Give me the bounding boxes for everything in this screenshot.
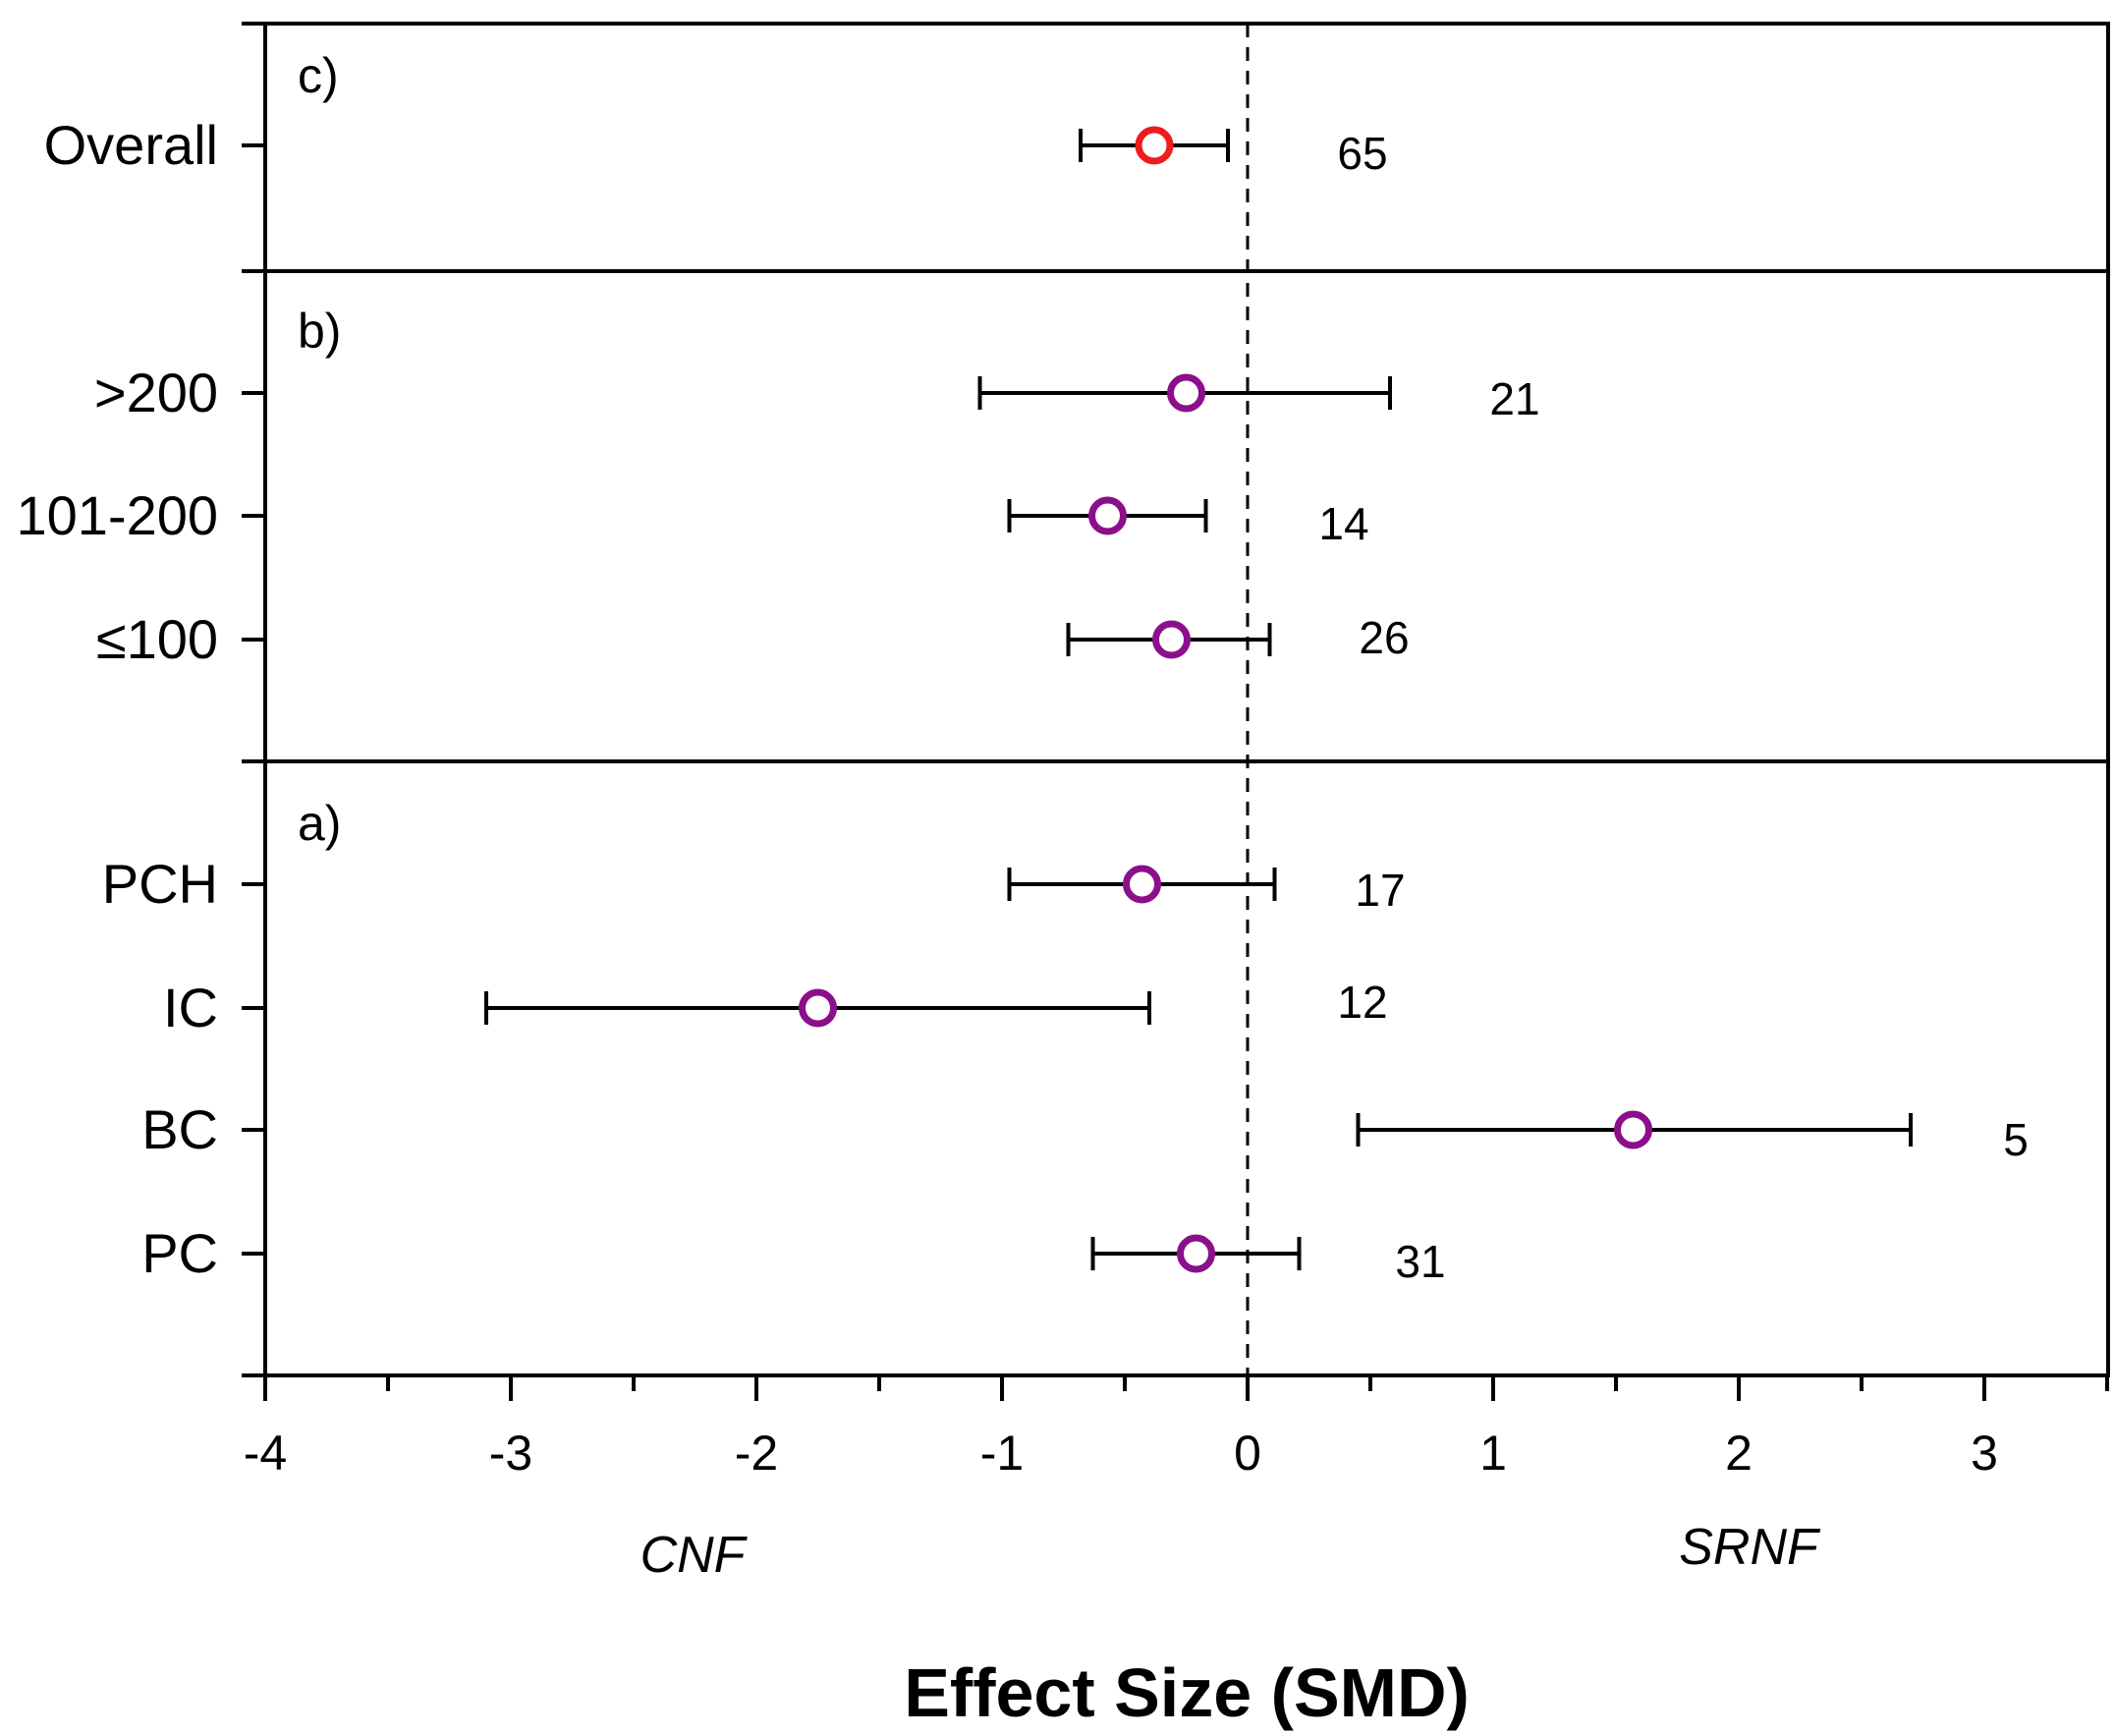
category-label: BC bbox=[141, 1098, 218, 1160]
sample-count-label: 26 bbox=[1359, 612, 1409, 663]
sample-count-label: 5 bbox=[2003, 1114, 2029, 1165]
panel-label-b: b) bbox=[298, 304, 341, 359]
point-estimate bbox=[799, 988, 837, 1028]
point-estimate bbox=[1123, 865, 1161, 904]
point-estimate bbox=[1167, 373, 1205, 413]
point-estimate bbox=[1152, 620, 1191, 659]
forest-rows: Overall 65 >200 21 101-200 14 ≤100 26 PCH 17 IC 12 B… bbox=[16, 114, 2028, 1287]
plot-frame bbox=[263, 22, 2110, 1377]
y-axis-ticks bbox=[242, 22, 265, 1377]
sample-count-label: 12 bbox=[1337, 977, 1387, 1028]
sample-count-label: 17 bbox=[1355, 865, 1405, 916]
category-label: Overall bbox=[44, 114, 218, 176]
x-tick-labels: -4 -3 -2 -1 0 1 2 3 bbox=[244, 1426, 1998, 1481]
category-label: IC bbox=[163, 977, 218, 1038]
x-axis-title: Effect Size (SMD) bbox=[904, 1654, 1470, 1731]
sample-count-label: 14 bbox=[1318, 498, 1368, 549]
x-tick-label: 3 bbox=[1971, 1426, 1998, 1481]
category-label: >200 bbox=[94, 362, 218, 423]
x-tick-label: -4 bbox=[244, 1426, 287, 1481]
category-label: PCH bbox=[102, 853, 218, 915]
x-tick-label: -1 bbox=[980, 1426, 1024, 1481]
point-estimate bbox=[1614, 1110, 1652, 1149]
point-estimate bbox=[1088, 496, 1127, 535]
x-tick-label: 0 bbox=[1234, 1426, 1261, 1481]
sample-count-label: 21 bbox=[1489, 373, 1539, 424]
x-axis-ticks bbox=[263, 1375, 2109, 1401]
category-label: ≤100 bbox=[96, 608, 218, 670]
sample-count-label: 31 bbox=[1395, 1236, 1445, 1287]
panel-label-a: a) bbox=[298, 796, 341, 851]
x-tick-label: -2 bbox=[735, 1426, 778, 1481]
point-estimate bbox=[1177, 1234, 1215, 1273]
x-tick-label: 1 bbox=[1479, 1426, 1507, 1481]
panel-label-c: c) bbox=[298, 48, 339, 103]
point-estimate bbox=[1135, 126, 1174, 165]
category-label: 101-200 bbox=[16, 484, 218, 546]
direction-label-left: CNF bbox=[640, 1527, 749, 1584]
direction-label-right: SRNF bbox=[1679, 1519, 1821, 1576]
x-tick-label: -3 bbox=[489, 1426, 532, 1481]
category-label: PC bbox=[141, 1222, 218, 1284]
sample-count-label: 65 bbox=[1337, 128, 1387, 179]
x-tick-label: 2 bbox=[1725, 1426, 1753, 1481]
